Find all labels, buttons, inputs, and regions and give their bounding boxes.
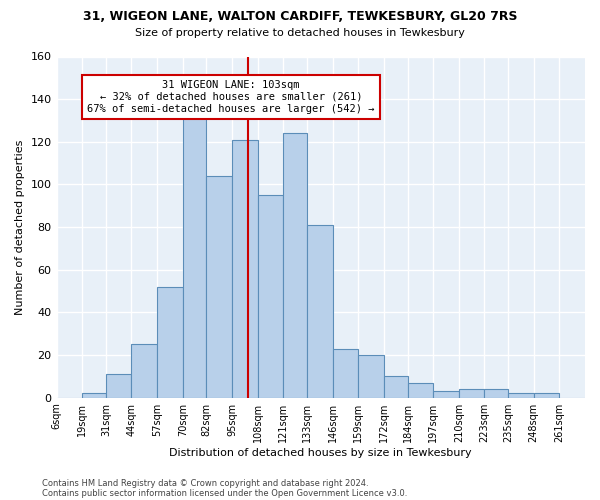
Bar [283,134,307,398]
Bar [332,348,358,398]
Y-axis label: Number of detached properties: Number of detached properties [15,140,25,315]
Bar [484,389,508,398]
Bar [157,287,183,398]
Text: 31, WIGEON LANE, WALTON CARDIFF, TEWKESBURY, GL20 7RS: 31, WIGEON LANE, WALTON CARDIFF, TEWKESB… [83,10,517,23]
X-axis label: Distribution of detached houses by size in Tewkesbury: Distribution of detached houses by size … [169,448,472,458]
Bar [206,176,232,398]
Text: 31 WIGEON LANE: 103sqm
← 32% of detached houses are smaller (261)
67% of semi-de: 31 WIGEON LANE: 103sqm ← 32% of detached… [87,80,374,114]
Text: Contains public sector information licensed under the Open Government Licence v3: Contains public sector information licen… [42,488,407,498]
Bar [183,118,206,398]
Text: Size of property relative to detached houses in Tewkesbury: Size of property relative to detached ho… [135,28,465,38]
Bar [131,344,157,398]
Bar [459,389,484,398]
Bar [433,392,459,398]
Bar [106,374,131,398]
Bar [407,383,433,398]
Bar [508,394,534,398]
Bar [82,394,106,398]
Bar [358,355,384,398]
Bar [384,376,407,398]
Bar [232,140,257,398]
Bar [257,195,283,398]
Bar [534,394,559,398]
Bar [307,225,332,398]
Text: Contains HM Land Registry data © Crown copyright and database right 2024.: Contains HM Land Registry data © Crown c… [42,478,368,488]
